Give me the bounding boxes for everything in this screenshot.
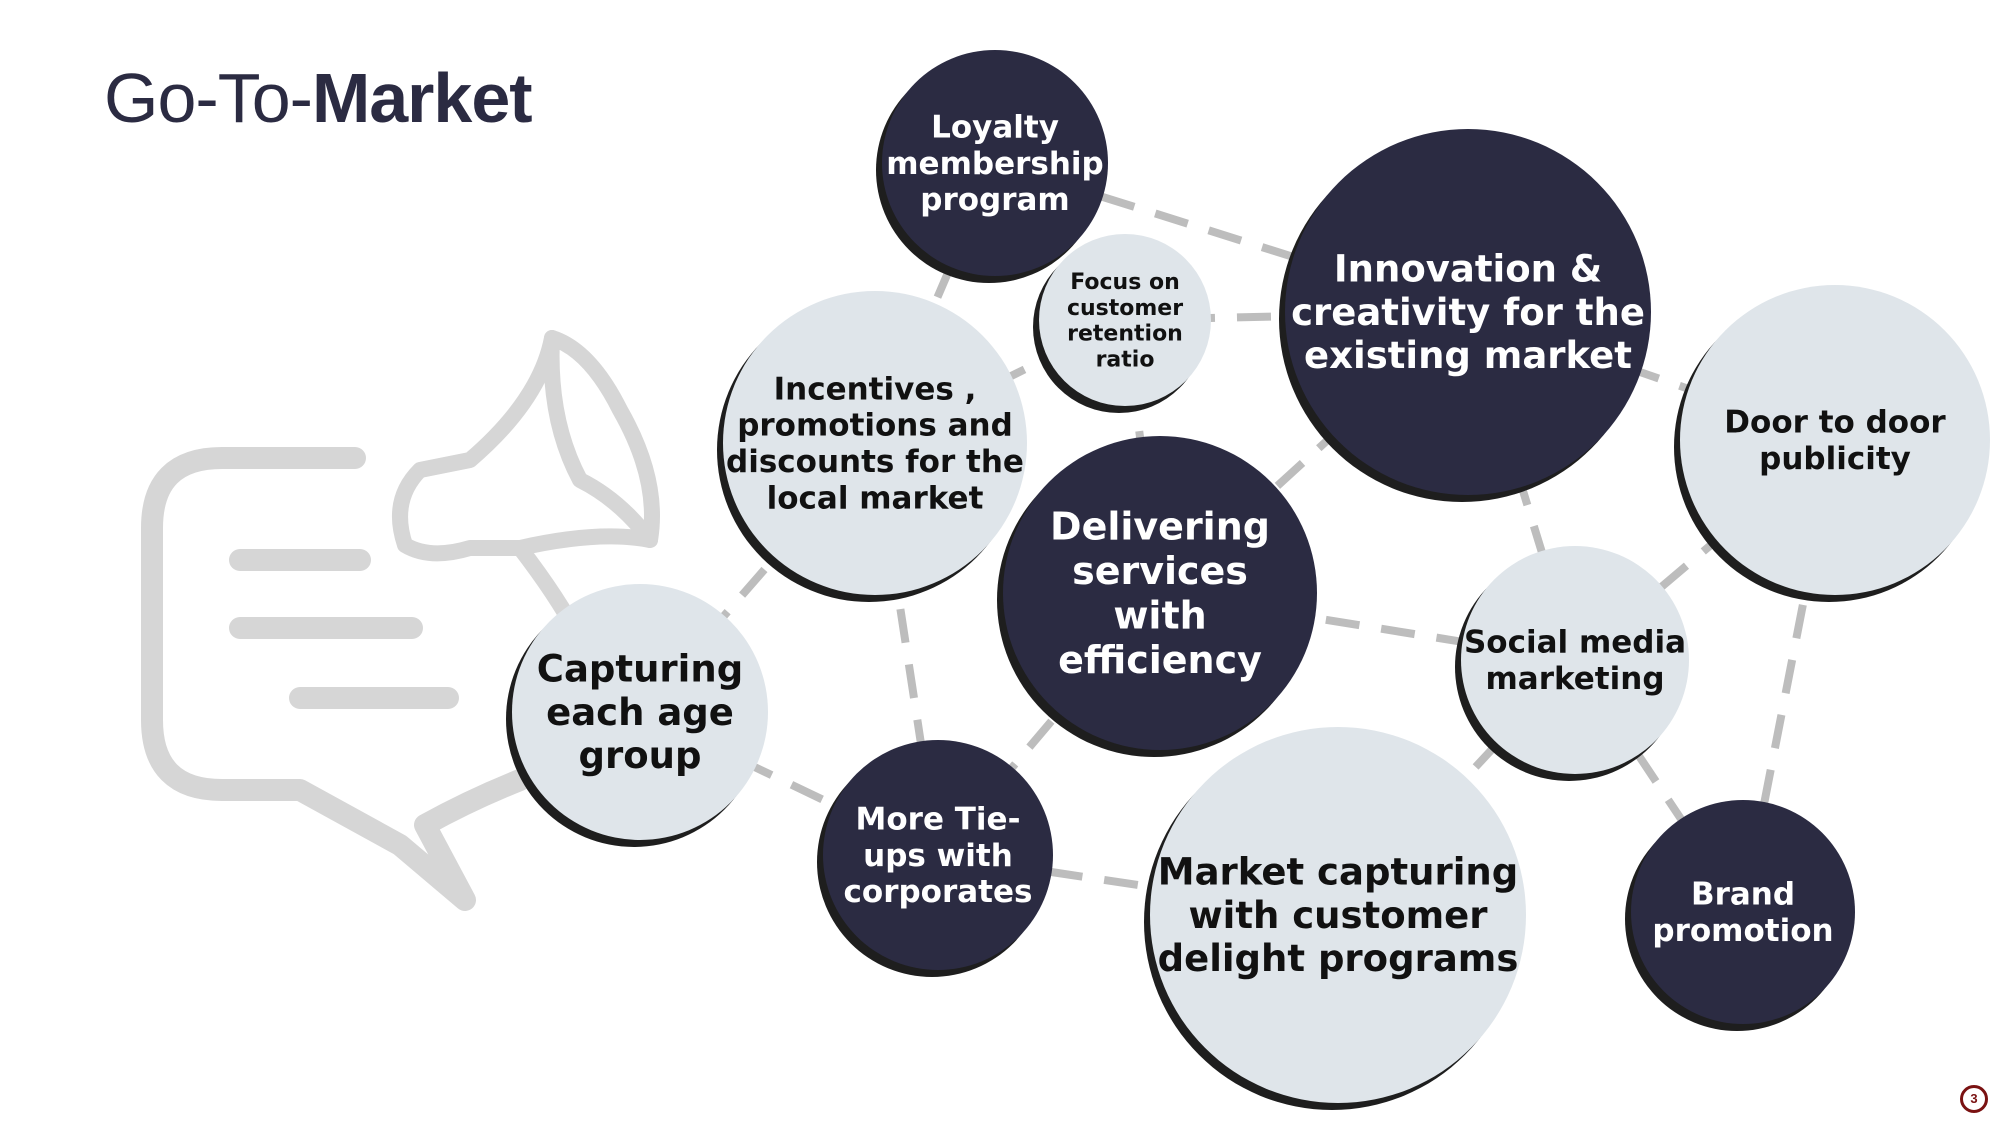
bubble-label: Brand promotion <box>1652 877 1833 949</box>
bubble-focus: Focus on customer retention ratio <box>1033 234 1211 413</box>
bubble-label-line: Door to door <box>1724 405 1946 441</box>
bubble-label-line: Focus on <box>1070 270 1179 295</box>
bubble-brand: Brand promotion <box>1625 800 1855 1031</box>
bubble-label-line: local market <box>767 480 984 516</box>
megaphone-body <box>392 330 658 648</box>
bubble-delivering: Delivering services with efficiency <box>997 436 1317 757</box>
bubble-circle <box>512 584 768 840</box>
bubble-label: Door to door publicity <box>1724 405 1946 477</box>
bubble-label-line: Market capturing <box>1158 851 1518 894</box>
bubble-capturing: Capturing each age group <box>506 584 768 847</box>
bubble-label-line: promotion <box>1652 913 1833 949</box>
bubble-label-line: creativity for the <box>1291 291 1645 334</box>
bubble-label: Incentives , promotions and discounts for … <box>726 371 1024 516</box>
bubble-label: Focus on customer retention ratio <box>1067 270 1183 372</box>
bubble-label: Loyalty membership program <box>886 110 1103 219</box>
bubble-label-line: membership <box>886 146 1103 182</box>
bubble-label: More Tie-ups with corporates <box>844 802 1033 911</box>
title-bold: Market <box>311 59 533 137</box>
bubble-circle <box>882 50 1108 276</box>
bubble-label-line: corporates <box>844 874 1033 910</box>
bubble-label: Capturing each age group <box>537 648 743 778</box>
bubble-label: Delivering services with efficiency <box>1050 505 1270 682</box>
bubble-label-line: Innovation & <box>1334 248 1602 291</box>
bubble-circle <box>1680 285 1990 595</box>
bubble-label-line: Loyalty <box>931 110 1059 146</box>
bubble-incentives: Incentives , promotions and discounts for … <box>717 291 1027 602</box>
bubble-label-line: services <box>1072 549 1248 593</box>
slide-title: Go-To-Market <box>104 58 533 138</box>
bubble-circle <box>1461 546 1689 774</box>
topic-bubbles: Loyalty membership program Focus on customer… <box>506 50 1990 1110</box>
bubble-tieups: More Tie-ups with corporates <box>817 740 1053 977</box>
bubble-label: Market capturing with customer delight pro… <box>1158 851 1519 981</box>
bubble-label-line: group <box>579 734 702 777</box>
bubble-label-line: discounts for the <box>726 444 1024 480</box>
bubble-innovation: Innovation & creativity for the existing m… <box>1279 129 1651 502</box>
bubble-circle <box>1039 234 1211 406</box>
bubble-label: Innovation & creativity for the existing m… <box>1291 248 1645 378</box>
bubble-label-line: Delivering <box>1050 505 1270 549</box>
bubble-label-line: Capturing <box>537 648 743 691</box>
bubble-label-line: ups with <box>863 838 1013 874</box>
megaphone-speech-bubble-icon <box>141 330 660 911</box>
bubble-label-line: retention <box>1067 322 1183 347</box>
bubble-circle <box>1003 436 1317 750</box>
bubble-label-line: ratio <box>1096 347 1155 372</box>
page-number-badge: 3 <box>1960 1085 1988 1113</box>
bubble-label-line: More Tie- <box>856 802 1021 838</box>
bubble-social: Social media marketing <box>1455 546 1689 781</box>
bubble-label-line: each age <box>546 691 734 734</box>
megaphone-bell <box>543 330 660 548</box>
bubble-label-line: Social media <box>1464 625 1686 661</box>
bubble-label-line: program <box>920 182 1069 218</box>
bubble-circle <box>1285 129 1651 495</box>
bubble-circle <box>1150 727 1526 1103</box>
bubble-label-line: Incentives , <box>774 371 977 407</box>
bubble-label-line: marketing <box>1485 661 1664 697</box>
bubble-market: Market capturing with customer delight pro… <box>1144 727 1526 1110</box>
speech-bubble-outline <box>141 447 531 911</box>
bubble-label-line: publicity <box>1759 441 1911 477</box>
bubble-label: Social media marketing <box>1464 625 1686 697</box>
bubble-label-line: promotions and <box>737 408 1013 444</box>
bubble-door: Door to door publicity <box>1674 285 1990 602</box>
bubble-label-line: delight programs <box>1158 937 1519 980</box>
bubble-circle <box>723 291 1027 595</box>
bubble-label-line: efficiency <box>1058 638 1262 682</box>
bubble-label-line: with <box>1113 594 1206 638</box>
bubble-circle <box>823 740 1053 970</box>
title-light: Go-To- <box>104 59 313 137</box>
bubble-label-line: Brand <box>1691 877 1795 913</box>
bubble-label-line: with customer <box>1188 894 1488 937</box>
bubble-circle <box>1631 800 1855 1024</box>
bubble-loyalty: Loyalty membership program <box>876 50 1108 283</box>
bubble-label-line: existing market <box>1304 334 1632 377</box>
bubble-label-line: customer <box>1067 296 1183 321</box>
